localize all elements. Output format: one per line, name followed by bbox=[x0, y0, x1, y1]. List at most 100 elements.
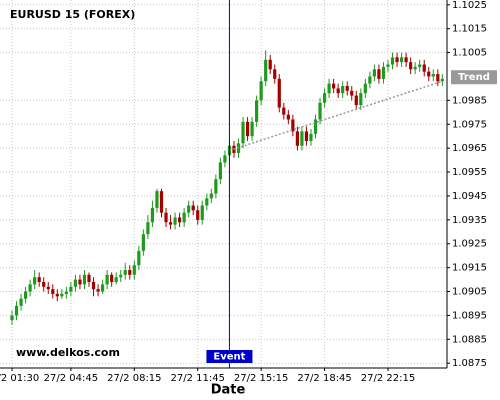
candle-body bbox=[300, 131, 304, 146]
candle-body bbox=[390, 57, 395, 65]
candle-body bbox=[336, 88, 340, 94]
event-label: Event bbox=[213, 352, 245, 363]
candle-body bbox=[259, 81, 263, 101]
candle-body bbox=[313, 119, 318, 134]
candle-body bbox=[354, 95, 358, 106]
candle-body bbox=[309, 133, 313, 141]
candle-body bbox=[123, 270, 127, 275]
candle-body bbox=[318, 102, 322, 120]
candle-body bbox=[119, 274, 123, 278]
candle-body bbox=[168, 222, 173, 225]
y-tick-label: 1.0915 bbox=[452, 263, 487, 274]
candle-body bbox=[141, 234, 145, 251]
candle-body bbox=[286, 114, 290, 120]
y-tick-label: 1.0935 bbox=[452, 215, 487, 226]
candle-body bbox=[372, 69, 376, 77]
x-tick-label: 27/2 22:15 bbox=[361, 373, 415, 384]
candle-body bbox=[368, 76, 372, 84]
y-tick-label: 1.1025 bbox=[452, 0, 487, 11]
candle-body bbox=[105, 274, 109, 285]
candle-body bbox=[164, 212, 168, 223]
candle-body bbox=[436, 74, 440, 82]
y-tick-label: 1.0925 bbox=[452, 239, 487, 250]
candle-body bbox=[14, 305, 19, 316]
candle-body bbox=[150, 207, 155, 223]
candle-body bbox=[322, 93, 327, 103]
x-tick-label: 27/2 15:15 bbox=[234, 373, 288, 384]
candle-body bbox=[64, 291, 68, 294]
candle-body bbox=[291, 119, 295, 132]
overlays: 1.0875 1.0885 1.0895 1.0905 1.0915 1.0925 1.09… bbox=[0, 0, 497, 384]
y-tick-label: 1.0965 bbox=[452, 143, 487, 154]
candle-body bbox=[60, 293, 64, 297]
x-tick-label: 27/2 08:15 bbox=[107, 373, 161, 384]
candle-body bbox=[418, 64, 422, 67]
candle-body bbox=[255, 100, 259, 122]
candle-body bbox=[178, 217, 182, 223]
trend-label: Trend bbox=[458, 72, 490, 83]
chart-title: EURUSD 15 (FOREX) bbox=[10, 8, 135, 21]
candle-body bbox=[87, 274, 91, 282]
candle-body bbox=[91, 281, 96, 290]
candle-body bbox=[327, 83, 331, 94]
candle-body bbox=[332, 83, 336, 89]
candle-body bbox=[33, 277, 37, 285]
candle-body bbox=[345, 86, 349, 91]
candle-body bbox=[173, 217, 177, 225]
candle-body bbox=[205, 198, 209, 206]
candle-body bbox=[23, 291, 28, 299]
candle-body bbox=[268, 59, 272, 70]
x-tick-label: 27/2 18:45 bbox=[297, 373, 351, 384]
candle-body bbox=[196, 210, 200, 220]
candle-body bbox=[404, 57, 408, 63]
candle-body bbox=[245, 121, 250, 137]
candle-body bbox=[19, 298, 23, 306]
candle-body bbox=[137, 250, 141, 266]
candle-body bbox=[159, 191, 164, 213]
marks bbox=[10, 0, 444, 368]
candle-body bbox=[427, 71, 431, 77]
x-axis-title: Date bbox=[211, 383, 246, 398]
candle-body bbox=[431, 74, 435, 77]
candle-body bbox=[304, 131, 309, 141]
candle-body bbox=[214, 179, 218, 194]
candle-body bbox=[128, 270, 132, 275]
candle-body bbox=[101, 284, 105, 292]
y-tick-label: 1.0895 bbox=[452, 310, 487, 321]
x-tick-label: 27/2 11:45 bbox=[171, 373, 225, 384]
x-tick-label: 27/2 04:45 bbox=[44, 373, 98, 384]
candle-body bbox=[264, 59, 268, 82]
candle-body bbox=[155, 191, 159, 208]
y-tick-label: 1.0905 bbox=[452, 287, 487, 298]
y-tick-label: 1.0945 bbox=[452, 191, 487, 202]
grid bbox=[0, 0, 447, 368]
trend-label-box bbox=[451, 70, 497, 85]
candle-body bbox=[241, 121, 245, 144]
candle-body bbox=[359, 93, 363, 106]
candle-body bbox=[191, 205, 195, 211]
y-tick-label: 1.1015 bbox=[452, 24, 487, 35]
candle-body bbox=[377, 69, 381, 79]
candle-body bbox=[110, 274, 114, 282]
candle-body bbox=[250, 121, 254, 137]
candle-body bbox=[146, 222, 150, 235]
y-tick-label: 1.1005 bbox=[452, 48, 487, 59]
candle-body bbox=[78, 279, 82, 285]
y-tick-label: 1.0875 bbox=[452, 358, 487, 369]
candle-body bbox=[409, 62, 413, 70]
candle-body bbox=[341, 86, 345, 94]
candle-body bbox=[413, 66, 417, 70]
candle-body bbox=[132, 265, 136, 275]
candle-body bbox=[51, 289, 55, 294]
candle-body bbox=[381, 66, 386, 79]
trend-line bbox=[229, 80, 443, 152]
y-tick-label: 1.0955 bbox=[452, 167, 487, 178]
candle-body bbox=[10, 315, 14, 321]
candle-body bbox=[209, 193, 213, 199]
candle-body bbox=[69, 286, 73, 292]
event-label-box bbox=[206, 350, 253, 363]
candle-body bbox=[114, 277, 118, 282]
candle-body bbox=[399, 57, 404, 63]
candle-body bbox=[55, 293, 59, 297]
